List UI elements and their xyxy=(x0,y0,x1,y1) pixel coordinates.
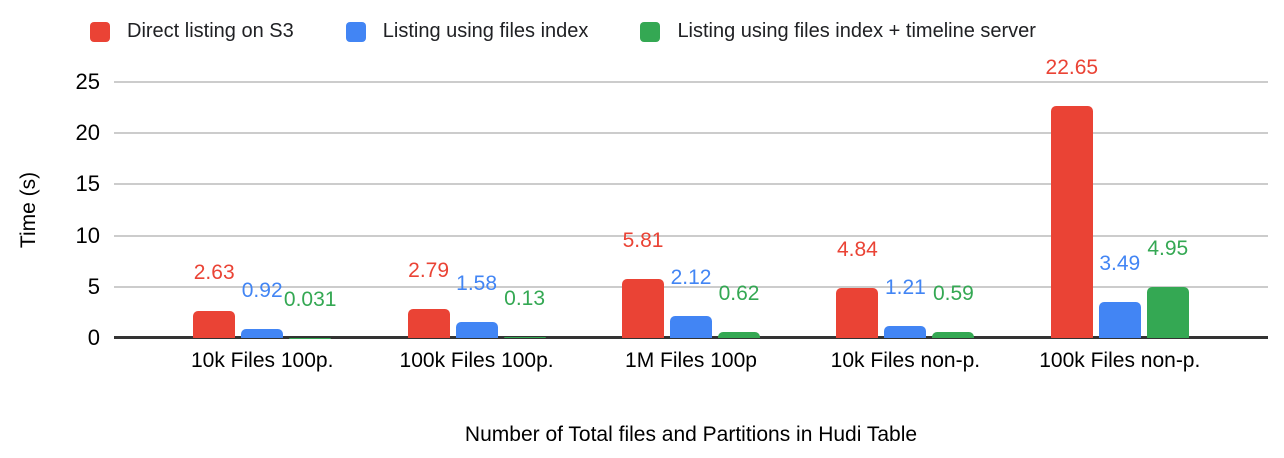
gridline-y-10 xyxy=(114,234,1268,237)
value-label: 0.031 xyxy=(283,287,337,311)
bar-100k-files-non-p-series-1[interactable] xyxy=(1050,106,1093,338)
legend-label: Listing using files index xyxy=(382,20,589,42)
bar-100k-files-100p-series-1[interactable] xyxy=(407,309,450,338)
bar-10k-files-non-p-series-2[interactable] xyxy=(884,325,927,338)
legend-item-listing-using-files-index-timeline-server[interactable]: Listing using files index + timeline ser… xyxy=(640,20,1036,43)
value-label: 5.81 xyxy=(622,228,664,252)
bar-10k-files-non-p-series-1[interactable] xyxy=(836,288,879,338)
y-tick-label-25: 25 xyxy=(75,69,100,94)
bar-1m-files-100p-series-2[interactable] xyxy=(670,316,712,338)
x-category-label-10k-files-non-p: 10k Files non-p. xyxy=(830,349,981,372)
y-tick-label-20: 20 xyxy=(75,120,100,146)
legend-label: Listing using files index + timeline ser… xyxy=(677,20,1036,42)
value-label: 4.84 xyxy=(836,238,878,262)
legend-swatch-icon xyxy=(90,21,110,42)
bar-10k-files-100p-series-2[interactable] xyxy=(241,328,284,338)
x-category-label-100k-files-100p: 100k Files 100p. xyxy=(399,349,554,372)
value-label: 0.62 xyxy=(718,281,760,305)
bar-100k-files-non-p-series-3[interactable] xyxy=(1146,287,1189,338)
bar-100k-files-100p-series-3[interactable] xyxy=(503,336,546,338)
value-label: 1.21 xyxy=(884,275,926,299)
y-tick-label-0: 0 xyxy=(87,325,100,350)
value-label: 3.49 xyxy=(1099,252,1141,276)
bar-1m-files-100p-series-3[interactable] xyxy=(718,331,760,338)
x-axis-title: Number of Total files and Partitions in … xyxy=(464,423,918,446)
value-label: 0.13 xyxy=(504,286,546,310)
bar-100k-files-non-p-series-2[interactable] xyxy=(1098,302,1141,338)
bar-100k-files-100p-series-2[interactable] xyxy=(455,321,498,338)
gridline-y-15 xyxy=(114,183,1268,186)
value-label: 2.63 xyxy=(193,261,235,285)
gridline-y-20 xyxy=(114,132,1268,135)
gridline-y-25 xyxy=(114,81,1268,83)
value-label: 0.92 xyxy=(241,278,283,302)
x-category-label-1m-files-100p: 1M Files 100p xyxy=(625,349,757,372)
bar-10k-files-non-p-series-3[interactable] xyxy=(932,331,975,338)
y-tick-label-15: 15 xyxy=(75,171,100,197)
legend-item-direct-listing-on-s3[interactable]: Direct listing on S3 xyxy=(90,20,294,43)
legend-item-listing-using-files-index[interactable]: Listing using files index xyxy=(345,20,589,43)
y-tick-label-10: 10 xyxy=(75,222,100,248)
bar-1m-files-100p-series-1[interactable] xyxy=(622,278,664,338)
y-tick-label-5: 5 xyxy=(87,273,100,299)
value-label: 1.58 xyxy=(456,271,498,295)
value-label: 4.95 xyxy=(1147,237,1189,261)
bar-10k-files-100p-series-1[interactable] xyxy=(193,311,236,338)
x-category-label-10k-files-100p: 10k Files 100p. xyxy=(190,349,334,372)
x-category-label-100k-files-non-p: 100k Files non-p. xyxy=(1039,349,1201,372)
value-label: 2.79 xyxy=(408,259,450,283)
gridline-y-5 xyxy=(114,285,1268,288)
value-label: 0.59 xyxy=(932,281,974,305)
value-label: 2.12 xyxy=(670,266,712,290)
legend-label: Direct listing on S3 xyxy=(127,20,294,42)
legend-swatch-icon xyxy=(640,21,661,42)
value-label: 22.65 xyxy=(1045,56,1099,80)
legend-swatch-icon xyxy=(345,21,366,42)
chart-legend: Direct listing on S3 Listing using files … xyxy=(90,20,1036,43)
